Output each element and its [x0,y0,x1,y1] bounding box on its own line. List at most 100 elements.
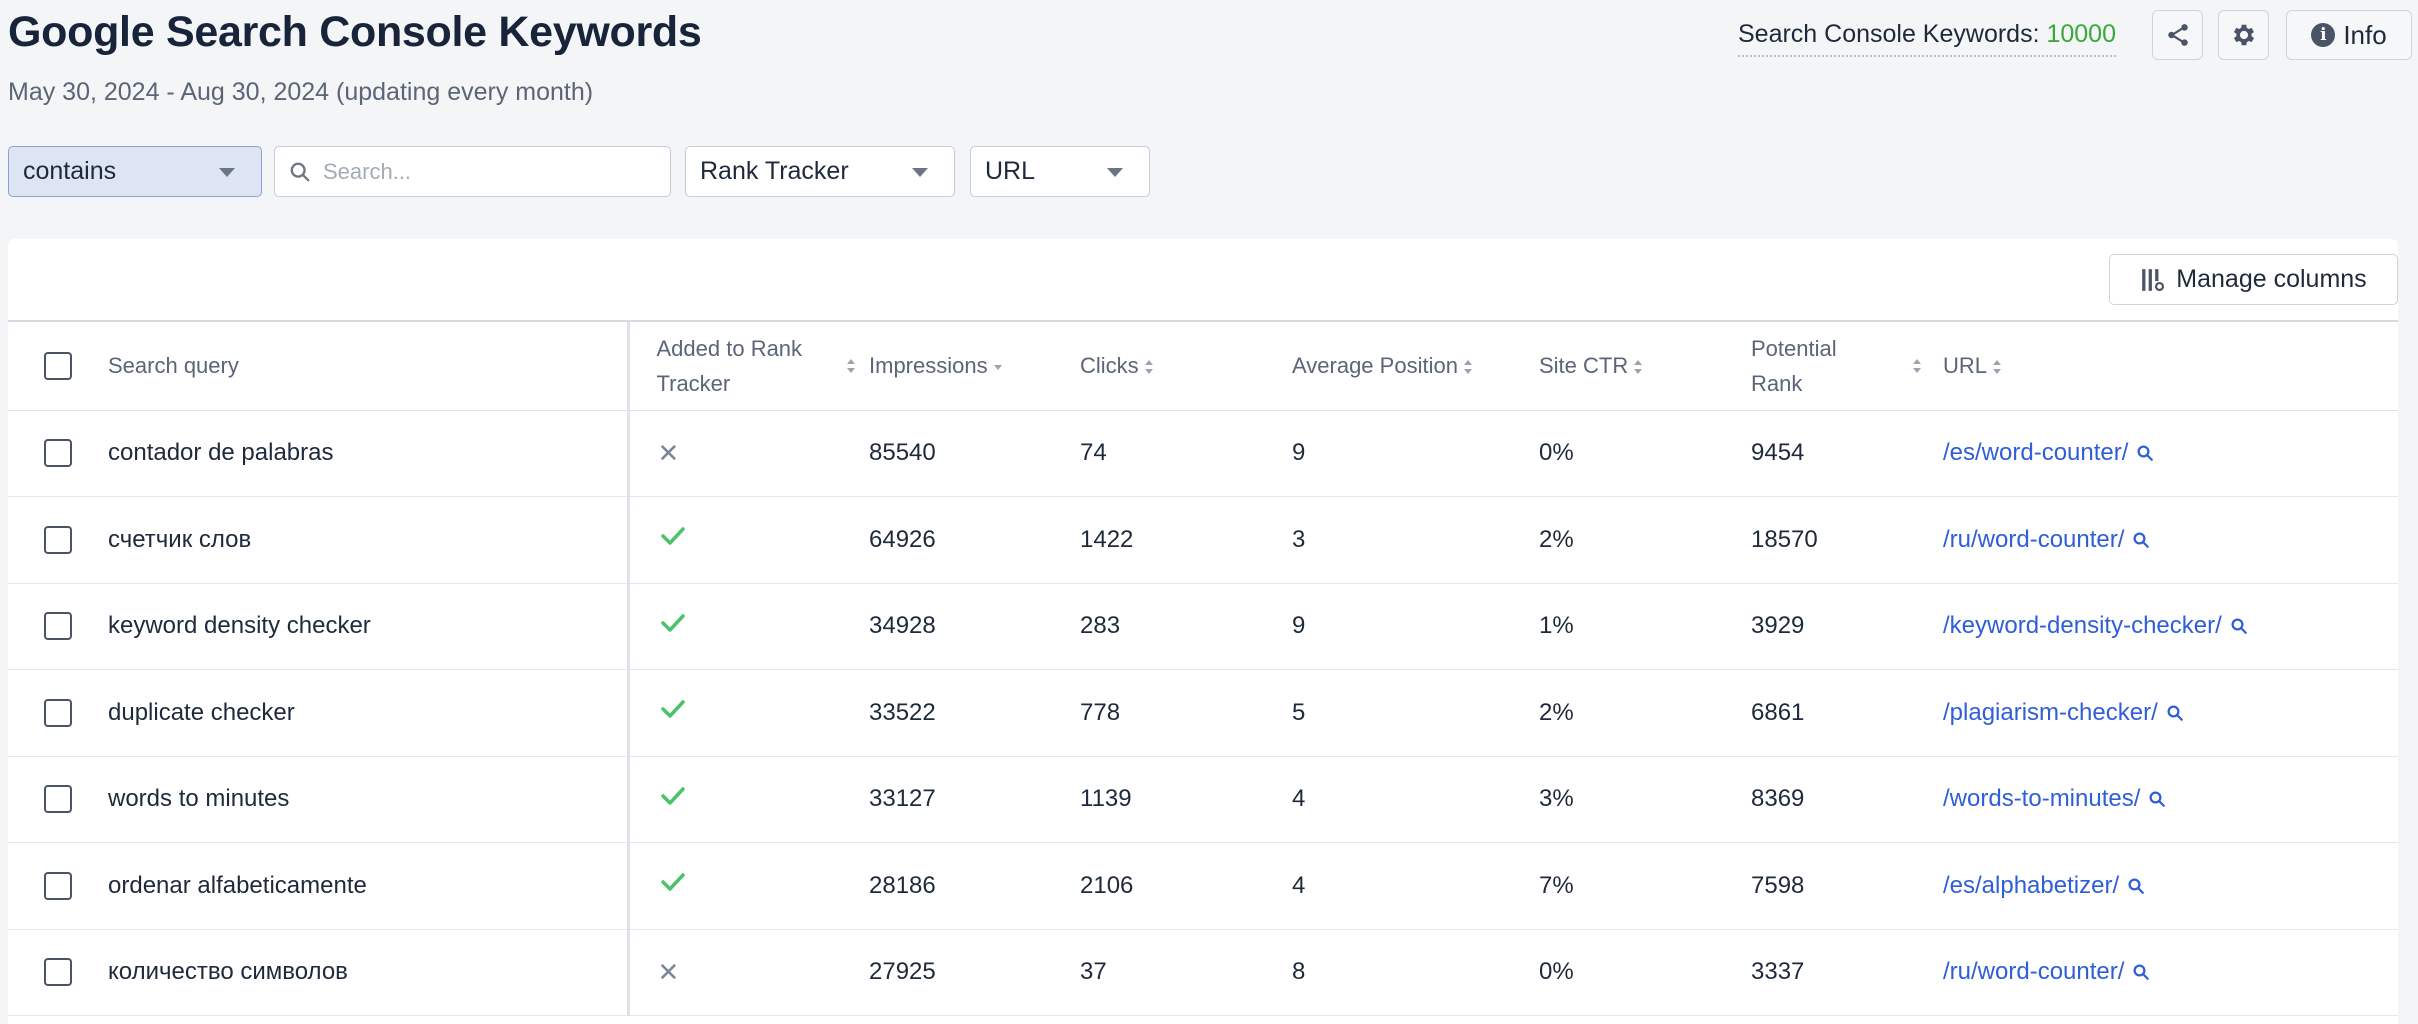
url-select-value: URL [985,157,1036,185]
table-header-row: Search query Added to Rank Tracker Impres… [8,322,2398,411]
search-icon [290,162,310,182]
row-checkbox[interactable] [44,439,72,468]
share-button[interactable] [2152,10,2203,60]
col-url[interactable]: URL [1935,322,2398,411]
chevron-down-icon [1107,168,1123,177]
cell-added-to-rank-tracker [628,496,869,584]
cell-clicks: 778 [1080,669,1292,757]
cell-potential-rank: 8369 [1751,756,1935,843]
row-checkbox[interactable] [44,785,72,814]
select-all-checkbox[interactable] [44,351,72,380]
sort-icon [1143,359,1155,375]
cell-added-to-rank-tracker [628,756,869,843]
cell-potential-rank: 7598 [1751,842,1935,930]
row-select-cell [8,929,108,1016]
search-icon[interactable] [2136,444,2154,462]
search-icon[interactable] [2127,877,2145,895]
search-icon[interactable] [2148,790,2166,808]
cell-url: /words-to-minutes/ [1935,756,2398,843]
cell-url: /plagiarism-checker/ [1935,669,2398,757]
sort-icon [1991,359,2003,375]
table-row: количество символов ✕ 27925 37 8 0% 3337/ru/wo… [8,929,2398,1016]
url-link[interactable]: /es/word-counter/ [1943,439,2129,467]
search-icon[interactable] [2166,704,2184,722]
row-checkbox[interactable] [44,871,72,900]
col-potential-rank[interactable]: Potential Rank [1751,322,1935,411]
row-checkbox[interactable] [44,698,72,727]
manage-columns-label: Manage columns [2176,265,2367,293]
cell-clicks: 1139 [1080,756,1292,843]
cell-site-ctr: 3% [1539,756,1751,843]
search-icon[interactable] [2132,531,2150,549]
cell-impressions: 85540 [869,410,1080,497]
cell-clicks: 283 [1080,583,1292,670]
cell-impressions: 33522 [869,669,1080,757]
col-clicks[interactable]: Clicks [1080,322,1292,411]
match-type-select[interactable]: contains [8,146,262,197]
row-select-cell [8,583,108,670]
row-checkbox[interactable] [44,612,72,641]
search-icon[interactable] [2132,963,2150,981]
cell-clicks: 74 [1080,410,1292,497]
url-link[interactable]: /words-to-minutes/ [1943,785,2141,813]
table-row: счетчик слов 64926 1422 3 2% 18570/ru/word-co… [8,496,2398,584]
cell-impressions: 33127 [869,756,1080,843]
row-select-cell [8,669,108,757]
col-impressions[interactable]: Impressions [869,322,1080,411]
search-icon[interactable] [2230,617,2248,635]
col-average-position[interactable]: Average Position [1292,322,1539,411]
cell-search-query: duplicate checker [108,669,630,757]
table-row: words to minutes 33127 1139 4 3% 8369/words-t… [8,756,2398,843]
cell-site-ctr: 2% [1539,669,1751,757]
sort-desc-icon [992,359,1004,375]
cell-potential-rank: 6861 [1751,669,1935,757]
cell-impressions: 27925 [869,929,1080,1016]
url-link[interactable]: /ru/word-counter/ [1943,958,2125,986]
url-link[interactable]: /ru/word-counter/ [1943,525,2125,553]
table-row: contador de palabras ✕ 85540 74 9 0% 9454/es/w… [8,410,2398,497]
rank-tracker-select[interactable]: Rank Tracker [685,146,955,197]
table-row: keyword density checker 34928 283 9 1% 3929/k… [8,583,2398,670]
search-box[interactable] [274,146,671,197]
col-site-ctr[interactable]: Site CTR [1539,322,1751,411]
info-label: Info [2343,19,2387,50]
cell-added-to-rank-tracker: ✕ [628,929,869,1016]
url-link[interactable]: /es/alphabetizer/ [1943,871,2120,899]
cell-potential-rank: 18570 [1751,496,1935,584]
search-input[interactable] [323,158,656,185]
cell-site-ctr: 0% [1539,929,1751,1016]
cell-clicks: 2106 [1080,842,1292,930]
table-row: ordenar alfabeticamente 28186 2106 4 7% 7598 /… [8,842,2398,930]
manage-columns-button[interactable]: Manage columns [2109,254,2398,305]
cell-url: /keyword-density-checker/ [1935,583,2398,670]
row-checkbox[interactable] [44,958,72,987]
cell-impressions: 28186 [869,842,1080,930]
share-icon [2167,24,2188,46]
url-link[interactable]: /plagiarism-checker/ [1943,698,2158,726]
info-button[interactable]: i Info [2286,10,2412,60]
settings-button[interactable] [2218,10,2269,60]
cell-average-position: 9 [1292,410,1539,497]
select-all-cell [8,322,108,411]
cell-clicks: 1422 [1080,496,1292,584]
col-added-to-rank-tracker[interactable]: Added to Rank Tracker [628,322,869,411]
cell-search-query: ordenar alfabeticamente [108,842,630,930]
url-link[interactable]: /keyword-density-checker/ [1943,612,2222,640]
cross-icon: ✕ [657,956,680,987]
url-select[interactable]: URL [970,146,1150,197]
sort-icon [1462,359,1474,375]
cell-average-position: 8 [1292,929,1539,1016]
sort-icon [1911,358,1923,374]
info-icon: i [2311,23,2336,47]
cell-added-to-rank-tracker [628,583,869,670]
cell-search-query: words to minutes [108,756,630,843]
search-console-keywords-count: Search Console Keywords: 10000 [1737,20,2116,57]
chevron-down-icon [912,168,928,177]
match-type-value: contains [23,157,117,185]
cell-added-to-rank-tracker [628,842,869,930]
kw-count-label: Search Console Keywords: [1737,20,2047,48]
cell-search-query: keyword density checker [108,583,630,670]
row-select-cell [8,410,108,497]
check-icon [660,873,685,891]
row-checkbox[interactable] [44,525,72,554]
